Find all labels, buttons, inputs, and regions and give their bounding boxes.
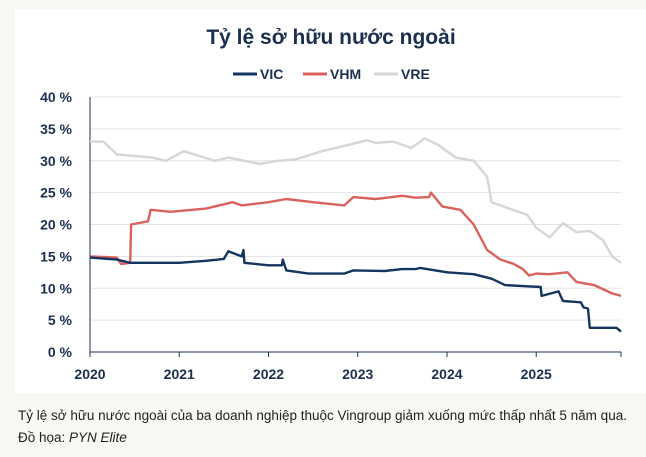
chart-card	[15, 9, 646, 393]
legend: VIC VHM VRE	[233, 66, 430, 82]
y-tick-label: 0 %	[48, 344, 73, 360]
series-lines	[89, 137, 622, 333]
caption: Tỷ lệ sở hữu nước ngoài của ba doanh ngh…	[18, 405, 638, 449]
legend-item-vhm: VHM	[303, 66, 361, 82]
y-tick-label: 25 %	[40, 185, 72, 201]
x-tick-label: 2022	[253, 366, 284, 382]
series-line-vhm	[89, 191, 622, 298]
caption-credit: PYN Elite	[69, 430, 127, 445]
x-tick-label: 2021	[164, 366, 195, 382]
grid	[90, 96, 621, 321]
chart-title: Tỷ lệ sở hữu nước ngoài	[206, 26, 455, 49]
y-tick-label: 40 %	[40, 89, 72, 105]
x-tick-label: 2025	[521, 366, 552, 382]
series-line-vre	[90, 137, 622, 264]
x-tick-label: 2020	[74, 366, 105, 382]
legend-item-vic: VIC	[233, 66, 283, 82]
axes: 0 % 5 % 10 % 15 % 20 % 25 % 30 % 35 % 40 % 2020 20…	[40, 89, 622, 382]
y-tick-label: 5 %	[48, 312, 73, 328]
y-tick-label: 15 %	[40, 248, 72, 264]
y-tick-label: 20 %	[40, 217, 72, 233]
legend-label: VIC	[260, 66, 283, 82]
x-tick-label: 2023	[342, 366, 373, 382]
line-chart: Tỷ lệ sở hữu nước ngoài VIC VHM VRE 0 % 5 %…	[40, 26, 622, 382]
legend-item-vre: VRE	[374, 66, 430, 82]
legend-label: VHM	[330, 66, 361, 82]
caption-text: Tỷ lệ sở hữu nước ngoài của ba doanh ngh…	[18, 408, 627, 445]
y-tick-label: 35 %	[40, 121, 72, 137]
x-tick-label: 2024	[431, 366, 462, 382]
series-line-vic	[89, 248, 622, 333]
legend-label: VRE	[401, 66, 430, 82]
y-tick-label: 10 %	[40, 280, 72, 296]
y-tick-label: 30 %	[40, 153, 72, 169]
